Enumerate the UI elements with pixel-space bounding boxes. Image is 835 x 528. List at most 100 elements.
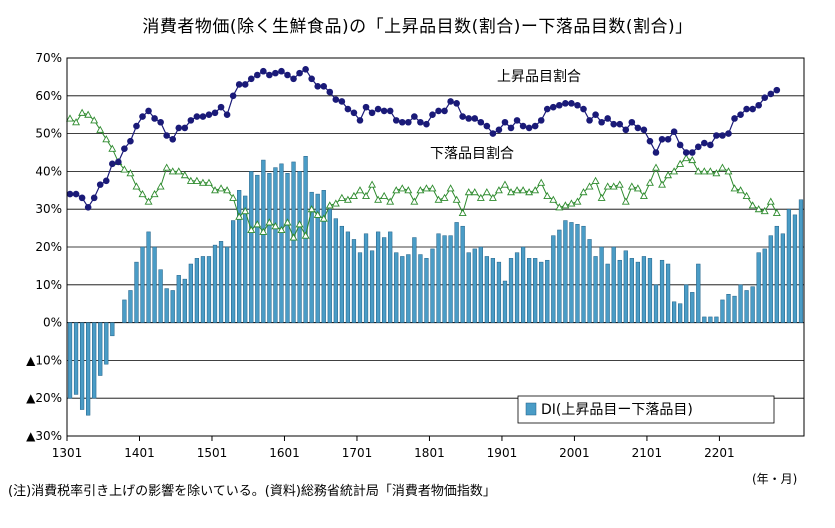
annotation-falling: 下落品目割合 <box>430 145 514 162</box>
falling-share-point <box>72 118 81 126</box>
legend-label: DI(上昇品目ー下落品目) <box>541 402 693 418</box>
rising-share-point <box>127 137 134 145</box>
falling-share-point <box>736 186 745 194</box>
falling-share-point <box>645 178 654 186</box>
rising-share-point <box>157 118 164 126</box>
falling-share-point <box>241 206 250 215</box>
falling-share-point <box>259 227 268 235</box>
di-bar <box>176 275 181 323</box>
falling-share-point <box>66 114 74 122</box>
x-tick-label: 1301 <box>52 446 83 460</box>
falling-share-point <box>192 176 201 184</box>
falling-share-point <box>289 233 298 241</box>
di-bar <box>249 171 254 323</box>
di-bar <box>206 256 212 323</box>
rising-share-point <box>483 122 491 130</box>
di-bar <box>255 174 260 323</box>
falling-share-point <box>494 186 503 194</box>
falling-share-point <box>718 163 727 171</box>
falling-share-point <box>398 184 407 192</box>
falling-share-point <box>482 188 491 196</box>
falling-share-point <box>555 203 564 211</box>
rising-share-point <box>441 107 448 115</box>
falling-share-point <box>615 180 624 188</box>
falling-share-point <box>525 188 534 196</box>
lines-layer <box>66 66 781 241</box>
rising-share-point <box>640 126 648 134</box>
falling-share-point <box>150 189 159 198</box>
rising-share-point <box>66 190 74 198</box>
rising-share-point <box>495 126 503 134</box>
di-bar <box>412 237 417 323</box>
di-bar <box>345 231 351 323</box>
falling-share-point <box>331 199 340 207</box>
rising-share-point <box>574 101 581 109</box>
rising-share-point <box>356 117 364 124</box>
di-bar <box>508 258 514 323</box>
rising-share-point <box>84 204 92 211</box>
di-bar <box>708 316 713 323</box>
falling-share-point <box>537 178 546 186</box>
falling-share-point <box>682 154 691 162</box>
rising-share-point <box>133 122 140 130</box>
di-bar <box>285 173 290 323</box>
falling-share-point <box>688 155 697 164</box>
falling-share-point <box>434 195 443 203</box>
rising-share-point <box>556 101 563 109</box>
rising-share-point <box>163 132 170 139</box>
di-bar <box>738 284 743 323</box>
di-bar <box>351 239 357 323</box>
rising-share-point <box>465 115 473 122</box>
y-tick-label: 10% <box>35 278 62 292</box>
rising-share-point <box>386 107 394 115</box>
di-bar <box>224 246 230 323</box>
rising-share-point <box>405 118 412 126</box>
rising-share-point <box>543 105 551 113</box>
di-bar <box>539 261 544 323</box>
rising-share-point <box>302 66 309 73</box>
falling-share-point <box>501 180 509 188</box>
di-bar <box>593 256 598 323</box>
falling-share-line <box>69 112 778 239</box>
di-bar <box>442 235 447 323</box>
rising-share-point <box>713 132 720 139</box>
di-bar <box>92 322 97 399</box>
di-bar <box>182 278 187 323</box>
rising-share-point <box>121 145 128 153</box>
falling-share-point <box>211 186 219 194</box>
falling-share-point <box>603 182 612 190</box>
di-bar <box>363 233 369 323</box>
falling-share-point <box>543 191 552 199</box>
di-bar <box>212 244 218 323</box>
di-bar <box>267 173 272 323</box>
falling-share-point <box>658 180 667 188</box>
di-bar <box>496 261 502 323</box>
di-bar <box>448 235 453 323</box>
di-bar <box>188 263 193 323</box>
falling-share-point <box>126 169 135 177</box>
rising-share-point <box>719 132 726 139</box>
rising-share-point <box>211 109 219 117</box>
rising-share-point <box>253 71 261 79</box>
di-bar <box>786 208 792 323</box>
falling-share-point <box>343 195 352 203</box>
rising-share-point <box>187 117 195 124</box>
falling-share-point <box>724 167 733 175</box>
rising-share-point <box>308 75 315 83</box>
rising-share-point <box>773 86 781 94</box>
falling-share-point <box>362 191 370 199</box>
di-bar <box>792 214 798 323</box>
falling-share-point <box>428 184 437 192</box>
annotation-rising: 上昇品目割合 <box>497 68 581 85</box>
di-bar <box>678 303 683 323</box>
falling-share-point <box>132 182 141 190</box>
falling-share-point <box>531 186 540 194</box>
falling-share-point <box>766 197 775 205</box>
rising-share-point <box>368 109 376 117</box>
falling-share-point <box>235 212 244 220</box>
rising-share-point <box>362 103 370 111</box>
falling-share-point <box>760 206 769 215</box>
di-bar <box>502 280 508 323</box>
di-bar <box>533 258 538 323</box>
rising-share-point <box>459 113 466 120</box>
